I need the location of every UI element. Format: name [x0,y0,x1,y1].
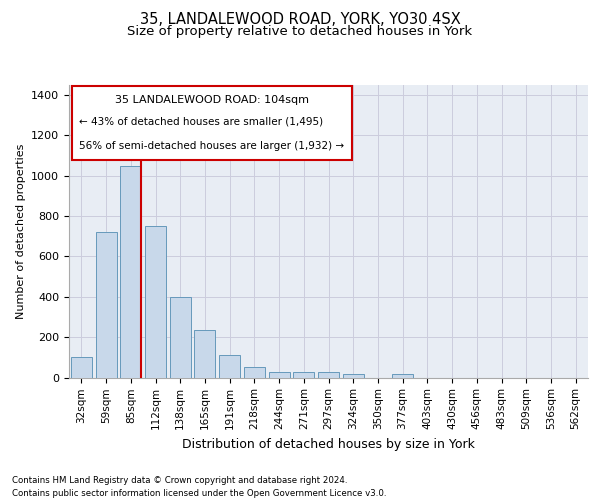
Bar [392,374,413,378]
Bar [269,372,290,378]
Bar [194,330,215,378]
Text: Contains public sector information licensed under the Open Government Licence v3: Contains public sector information licen… [12,489,386,498]
Text: 35 LANDALEWOOD ROAD: 104sqm: 35 LANDALEWOOD ROAD: 104sqm [115,94,309,104]
Bar [244,368,265,378]
Text: ← 43% of detached houses are smaller (1,495): ← 43% of detached houses are smaller (1,… [79,116,323,126]
Text: 56% of semi-detached houses are larger (1,932) →: 56% of semi-detached houses are larger (… [79,142,344,152]
Bar [343,374,364,378]
Bar [95,232,116,378]
Text: 35, LANDALEWOOD ROAD, YORK, YO30 4SX: 35, LANDALEWOOD ROAD, YORK, YO30 4SX [140,12,460,28]
FancyBboxPatch shape [71,86,352,160]
Bar [219,356,240,378]
Bar [318,372,339,378]
Bar [71,358,92,378]
Text: Size of property relative to detached houses in York: Size of property relative to detached ho… [127,25,473,38]
Y-axis label: Number of detached properties: Number of detached properties [16,144,26,319]
Bar [170,297,191,378]
Text: Contains HM Land Registry data © Crown copyright and database right 2024.: Contains HM Land Registry data © Crown c… [12,476,347,485]
Bar [145,226,166,378]
Bar [293,372,314,378]
Bar [120,166,141,378]
X-axis label: Distribution of detached houses by size in York: Distribution of detached houses by size … [182,438,475,450]
